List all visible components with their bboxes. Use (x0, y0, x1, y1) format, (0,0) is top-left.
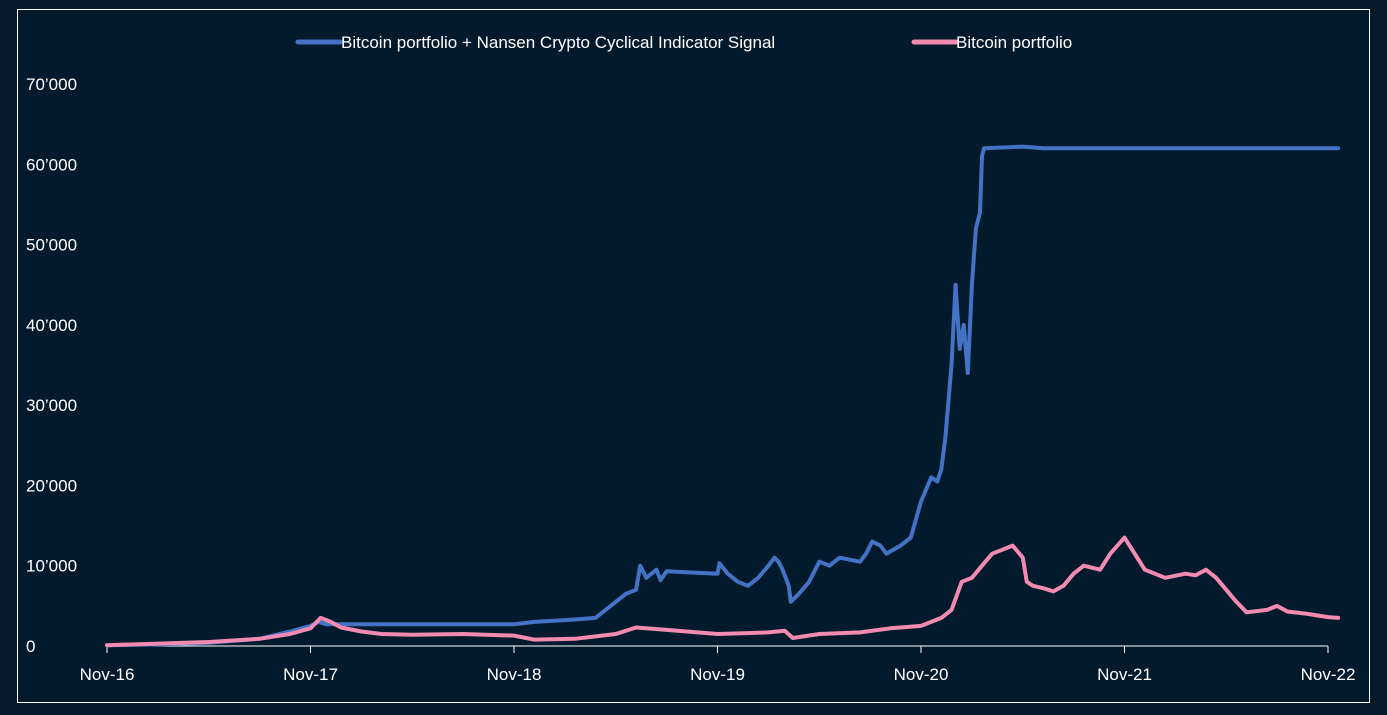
x-axis: Nov-16 Nov-17 Nov-18 Nov-19 Nov-20 Nov-21 Nov-… (80, 645, 1356, 684)
x-tick-label: Nov-16 (80, 665, 135, 684)
series-line-bitcoin (105, 535, 1341, 648)
line-chart: Bitcoin portfolio + Nansen Crypto Cyclic… (26, 33, 1356, 684)
x-tick-label: Nov-17 (283, 665, 338, 684)
chart-frame: Bitcoin portfolio + Nansen Crypto Cyclic… (17, 9, 1370, 703)
x-tick-label: Nov-21 (1097, 665, 1152, 684)
y-tick-label: 10’000 (26, 557, 77, 576)
x-tick-label: Nov-20 (894, 665, 949, 684)
y-axis-ticks: 0 10’000 20’000 30’000 40’000 50’000 60’000 70’… (26, 75, 77, 656)
legend: Bitcoin portfolio + Nansen Crypto Cyclic… (295, 33, 1072, 52)
y-tick-label: 40’000 (26, 316, 77, 335)
series-lines (105, 144, 1341, 648)
x-tick-label: Nov-22 (1301, 665, 1356, 684)
y-tick-label: 60’000 (26, 155, 77, 174)
y-tick-label: 70’000 (26, 75, 77, 94)
x-tick-label: Nov-19 (690, 665, 745, 684)
legend-label-signal: Bitcoin portfolio + Nansen Crypto Cyclic… (341, 33, 775, 52)
y-tick-label: 20’000 (26, 476, 77, 495)
x-tick-label: Nov-18 (487, 665, 542, 684)
y-tick-label: 30’000 (26, 396, 77, 415)
legend-label-bitcoin: Bitcoin portfolio (956, 33, 1072, 52)
y-tick-label: 50’000 (26, 236, 77, 255)
y-tick-label: 0 (26, 637, 35, 656)
series-line-signal (105, 144, 1341, 648)
